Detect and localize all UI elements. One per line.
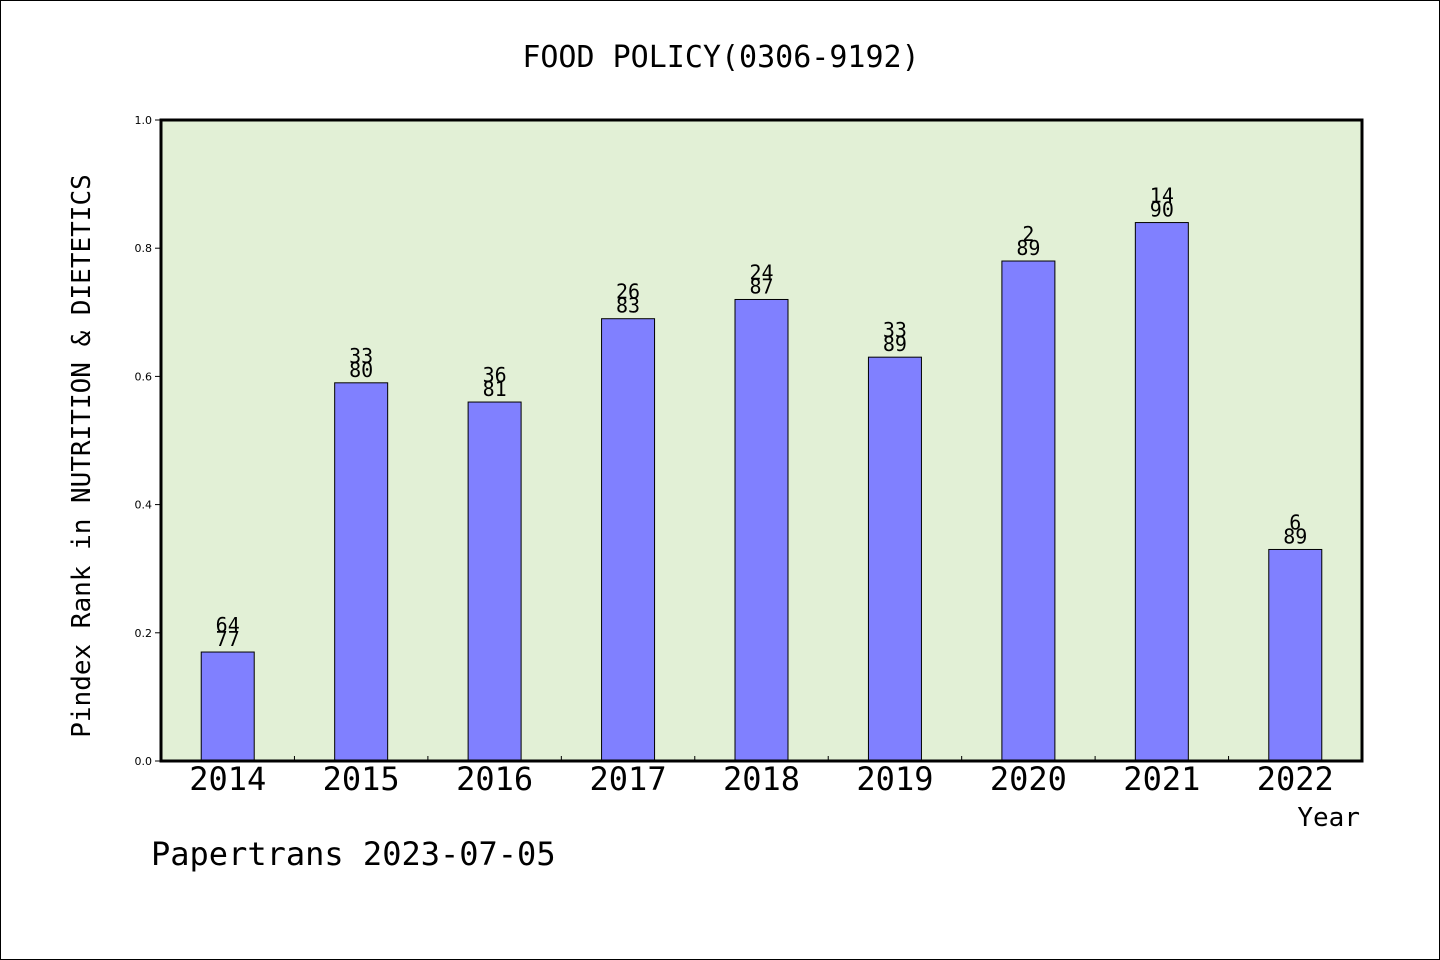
bar-2014 [200, 651, 255, 762]
total-label-2020: 89 [1016, 236, 1040, 260]
bar-2017 [601, 318, 656, 762]
bar-2018 [734, 298, 789, 762]
total-label-2018: 87 [749, 274, 773, 298]
rank-label-2021: 14 [1150, 184, 1174, 208]
plot-frame [159, 118, 1364, 763]
bar-2020 [1001, 260, 1056, 762]
x-axis: 2014 2015 2016 2017 2018 2019 2020 2021 2022 [189, 756, 1334, 798]
x-tick-label-2019: 2019 [856, 760, 933, 798]
rank-label-2014: 64 [216, 613, 240, 637]
x-tick-label-2020: 2020 [990, 760, 1067, 798]
x-tick-label-2022: 2022 [1257, 760, 1334, 798]
total-label-2017: 83 [616, 294, 640, 318]
x-tick-label-2014: 2014 [189, 760, 266, 798]
x-tick-label-2018: 2018 [723, 760, 800, 798]
total-label-2015: 80 [349, 358, 373, 382]
total-label-2016: 81 [483, 377, 507, 401]
rank-label-2022: 6 [1289, 510, 1301, 534]
y-tick-label-0.4: 0.4 [135, 499, 153, 512]
bar-2016 [467, 401, 522, 762]
total-label-2021: 90 [1150, 198, 1174, 222]
y-tick-label-0.0: 0.0 [135, 755, 153, 768]
rank-label-2016: 36 [483, 363, 507, 387]
bar-2022 [1268, 548, 1323, 762]
bar-2019 [867, 356, 922, 762]
y-tick-label-1.0: 1.0 [135, 114, 153, 127]
total-label-2014: 77 [216, 627, 240, 651]
x-tick-label-2017: 2017 [590, 760, 667, 798]
bar-2021 [1134, 222, 1189, 762]
y-tick-label-0.2: 0.2 [135, 627, 153, 640]
x-tick-label-2016: 2016 [456, 760, 533, 798]
rank-label-2018: 24 [749, 260, 773, 284]
bar-2015 [334, 382, 389, 762]
y-axis-label: Pindex Rank in NUTRITION & DIETETICS [67, 174, 97, 738]
total-label-2022: 89 [1283, 524, 1307, 548]
total-label-2019: 89 [883, 332, 907, 356]
rank-label-2019: 33 [883, 318, 907, 342]
x-axis-label: Year [1297, 803, 1360, 833]
chart-title: FOOD POLICY(0306-9192) [522, 40, 919, 75]
rank-label-2017: 26 [616, 280, 640, 304]
x-tick-label-2021: 2021 [1123, 760, 1200, 798]
bars-group [200, 222, 1323, 762]
rank-label-2015: 33 [349, 344, 373, 368]
x-tick-label-2015: 2015 [323, 760, 400, 798]
y-axis: 0.0 0.2 0.4 0.6 0.8 1.0 [135, 114, 161, 768]
y-tick-label-0.6: 0.6 [135, 370, 153, 383]
rank-label-2020: 2 [1022, 222, 1034, 246]
footer-text: Papertrans 2023-07-05 [151, 835, 556, 873]
y-tick-label-0.8: 0.8 [135, 242, 153, 255]
